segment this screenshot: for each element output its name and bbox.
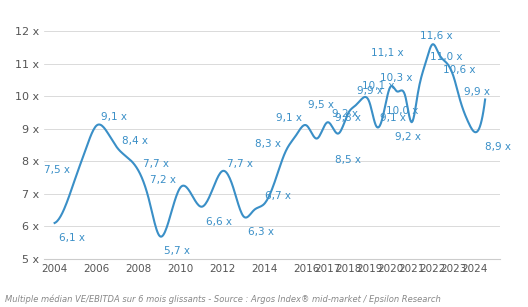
Text: 7,7 x: 7,7 x (227, 159, 253, 169)
Text: 9,1 x: 9,1 x (101, 112, 127, 122)
Text: 9,9 x: 9,9 x (464, 87, 490, 97)
Text: Multiple médian VE/EBITDA sur 6 mois glissants - Source : Argos Index® mid-marke: Multiple médian VE/EBITDA sur 6 mois gli… (5, 294, 441, 304)
Text: 8,5 x: 8,5 x (335, 155, 361, 165)
Text: 9,2 x: 9,2 x (332, 109, 358, 119)
Text: 11,6 x: 11,6 x (420, 31, 452, 41)
Text: 9,5 x: 9,5 x (307, 100, 334, 110)
Text: 9,9 x: 9,9 x (357, 86, 383, 96)
Text: 9,2 x: 9,2 x (395, 132, 421, 142)
Text: 8,4 x: 8,4 x (122, 136, 148, 146)
Text: 10,0 x: 10,0 x (386, 106, 419, 116)
Text: 5,7 x: 5,7 x (164, 246, 190, 256)
Text: 7,5 x: 7,5 x (44, 165, 70, 175)
Text: 11,0 x: 11,0 x (430, 52, 463, 62)
Text: 9,8 x: 9,8 x (335, 113, 361, 123)
Text: 8,3 x: 8,3 x (255, 139, 281, 149)
Text: 7,7 x: 7,7 x (143, 159, 169, 169)
Text: 10,6 x: 10,6 x (443, 64, 476, 75)
Text: 6,7 x: 6,7 x (265, 191, 290, 201)
Text: 8,9 x: 8,9 x (485, 142, 511, 152)
Text: 11,1 x: 11,1 x (371, 48, 403, 58)
Text: 6,3 x: 6,3 x (248, 227, 274, 236)
Text: 6,6 x: 6,6 x (206, 217, 232, 227)
Text: 6,1 x: 6,1 x (59, 233, 85, 243)
Text: 10,3 x: 10,3 x (380, 73, 412, 83)
Text: 9,1 x: 9,1 x (380, 113, 406, 123)
Text: 7,2 x: 7,2 x (150, 175, 176, 185)
Text: 9,1 x: 9,1 x (276, 113, 302, 123)
Text: 10,1 x: 10,1 x (362, 81, 395, 91)
